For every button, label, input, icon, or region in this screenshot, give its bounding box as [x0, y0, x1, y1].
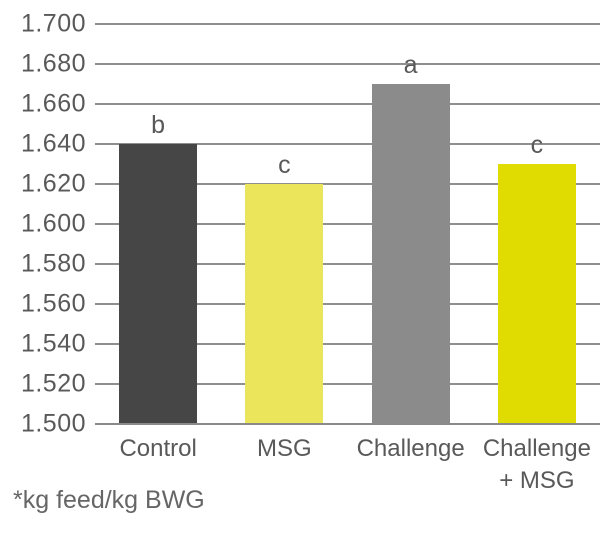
gridline — [95, 263, 600, 265]
significance-letter-msg: c — [278, 151, 291, 179]
significance-letter-challenge-msg: c — [530, 131, 544, 159]
y-tick-label: 1.500 — [20, 409, 86, 438]
y-tick-label: 1.580 — [20, 249, 86, 278]
y-tick-label: 1.700 — [20, 9, 86, 38]
x-axis-line — [95, 423, 600, 425]
bar-msg — [245, 184, 324, 424]
x-tick-label-challenge: Challenge — [356, 435, 465, 462]
y-tick-label: 1.540 — [20, 329, 86, 358]
gridline — [95, 383, 600, 385]
gridline — [95, 63, 600, 65]
x-tick-label-challenge-msg: Challenge + MSG — [482, 435, 591, 495]
y-tick-label: 1.600 — [20, 209, 86, 238]
significance-letter-control: b — [151, 111, 166, 139]
gridline — [95, 343, 600, 345]
y-tick-label: 1.560 — [20, 289, 86, 318]
gridline — [95, 103, 600, 105]
gridline — [95, 23, 600, 25]
y-tick-label: 1.620 — [20, 169, 86, 198]
y-tick-label: 1.640 — [20, 129, 86, 158]
significance-letter-challenge: a — [403, 51, 418, 79]
y-tick-label: 1.680 — [20, 49, 86, 78]
y-tick-label: 1.660 — [20, 89, 86, 118]
x-tick-label-msg: MSG — [257, 435, 312, 462]
bar-control — [119, 144, 198, 424]
plot-area: b c a c — [95, 23, 600, 425]
y-tick-label: 1.520 — [20, 369, 86, 398]
x-tick-label-control: Control — [119, 435, 197, 462]
gridline — [95, 143, 600, 145]
footnote: *kg feed/kg BWG — [13, 486, 205, 514]
x-axis-labels: Control MSG Challenge Challenge + MSG — [95, 433, 600, 498]
y-axis: 1.700 1.680 1.660 1.640 1.620 1.600 1.580 1.560… — [0, 11, 86, 436]
gridline — [95, 183, 600, 185]
gridline — [95, 223, 600, 225]
bar-challenge-msg — [497, 164, 576, 424]
bar-challenge — [371, 84, 450, 424]
gridline — [95, 303, 600, 305]
